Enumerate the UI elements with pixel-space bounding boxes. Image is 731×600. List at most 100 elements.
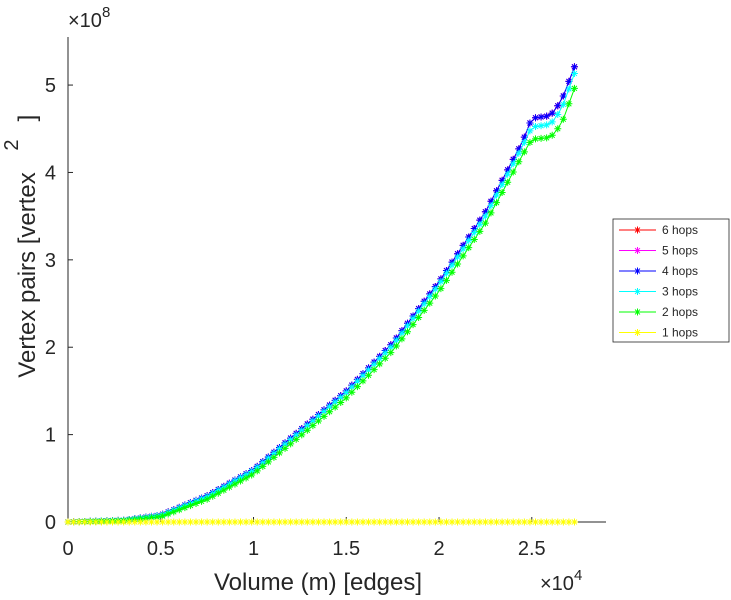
- data-point: [392, 518, 400, 526]
- data-point: [565, 518, 573, 526]
- data-point: [248, 518, 256, 526]
- data-point: [559, 518, 567, 526]
- data-point: [175, 518, 183, 526]
- data-point: [314, 518, 322, 526]
- data-point: [237, 477, 245, 485]
- data-point: [281, 518, 289, 526]
- data-point: [337, 393, 345, 401]
- series-layer: [64, 63, 578, 526]
- data-point: [454, 518, 462, 526]
- data-point: [203, 518, 211, 526]
- data-point: [353, 518, 361, 526]
- data-point: [554, 110, 562, 118]
- data-point: [442, 518, 450, 526]
- data-point: [309, 518, 317, 526]
- data-point: [415, 313, 423, 321]
- data-point: [532, 122, 540, 130]
- x-tick-label: 2.5: [518, 538, 546, 560]
- series-6-hops: [64, 63, 578, 526]
- data-point: [309, 417, 317, 425]
- data-point: [292, 435, 300, 443]
- data-point: [198, 497, 206, 505]
- data-point: [403, 328, 411, 336]
- data-point: [448, 518, 456, 526]
- data-point: [526, 138, 534, 146]
- data-point: [431, 285, 439, 293]
- data-point: [203, 495, 211, 503]
- data-point: [186, 502, 194, 510]
- data-point: [370, 366, 378, 374]
- data-point: [459, 518, 467, 526]
- data-point: [409, 518, 417, 526]
- data-point: [259, 518, 267, 526]
- data-point: [431, 518, 439, 526]
- data-point: [465, 237, 473, 245]
- data-point: [326, 403, 334, 411]
- data-point: [320, 408, 328, 416]
- data-point: [342, 518, 350, 526]
- data-point: [420, 518, 428, 526]
- data-point: [270, 450, 278, 458]
- data-point: [465, 244, 473, 252]
- data-point: [331, 398, 339, 406]
- y-axis-label-group: Vertex pairs [vertex: [14, 172, 41, 377]
- series-1-hops: [64, 518, 578, 526]
- series-line: [67, 88, 575, 523]
- data-point: [504, 178, 512, 186]
- series-5-hops: [64, 63, 578, 526]
- data-point: [214, 518, 222, 526]
- data-point: [532, 114, 540, 122]
- data-point: [437, 518, 445, 526]
- data-point: [376, 360, 384, 368]
- data-point: [526, 127, 534, 135]
- data-point: [303, 518, 311, 526]
- data-point: [476, 216, 484, 224]
- data-point: [147, 514, 155, 522]
- y-ticks: 0 1 2 3 4 5: [45, 75, 73, 534]
- axes: [67, 37, 606, 523]
- y-tick-label: 4: [45, 162, 56, 184]
- data-point: [264, 458, 272, 466]
- data-point: [515, 518, 523, 526]
- data-point: [437, 285, 445, 293]
- data-point: [153, 518, 161, 526]
- data-point: [309, 422, 317, 430]
- data-point: [548, 118, 556, 126]
- legend-marker: [634, 329, 641, 336]
- data-point: [509, 518, 517, 526]
- data-point: [136, 518, 144, 526]
- series-2-hops: [64, 84, 578, 526]
- data-point: [493, 199, 501, 207]
- legend-marker: [634, 247, 641, 254]
- data-point: [565, 100, 573, 108]
- data-point: [381, 349, 389, 357]
- data-point: [470, 229, 478, 237]
- legend-label: 2 hops: [662, 305, 698, 319]
- data-point: [331, 518, 339, 526]
- data-point: [103, 518, 111, 526]
- data-point: [476, 518, 484, 526]
- data-point: [209, 492, 217, 500]
- data-point: [504, 166, 512, 174]
- data-point: [481, 518, 489, 526]
- data-point: [470, 225, 478, 233]
- data-point: [92, 518, 100, 526]
- data-point: [420, 300, 428, 308]
- data-point: [298, 431, 306, 439]
- data-point: [454, 260, 462, 268]
- data-point: [253, 467, 261, 475]
- data-point: [303, 422, 311, 430]
- data-point: [570, 84, 578, 92]
- data-point: [292, 518, 300, 526]
- data-point: [348, 518, 356, 526]
- data-point: [493, 187, 501, 195]
- legend-marker: [634, 226, 641, 234]
- data-point: [186, 518, 194, 526]
- data-point: [181, 504, 189, 512]
- y-axis-label: Vertex pairs [vertex: [14, 172, 41, 377]
- data-point: [548, 131, 556, 139]
- data-point: [192, 518, 200, 526]
- data-point: [526, 518, 534, 526]
- data-point: [409, 321, 417, 329]
- y-multiplier: ×108: [68, 4, 110, 32]
